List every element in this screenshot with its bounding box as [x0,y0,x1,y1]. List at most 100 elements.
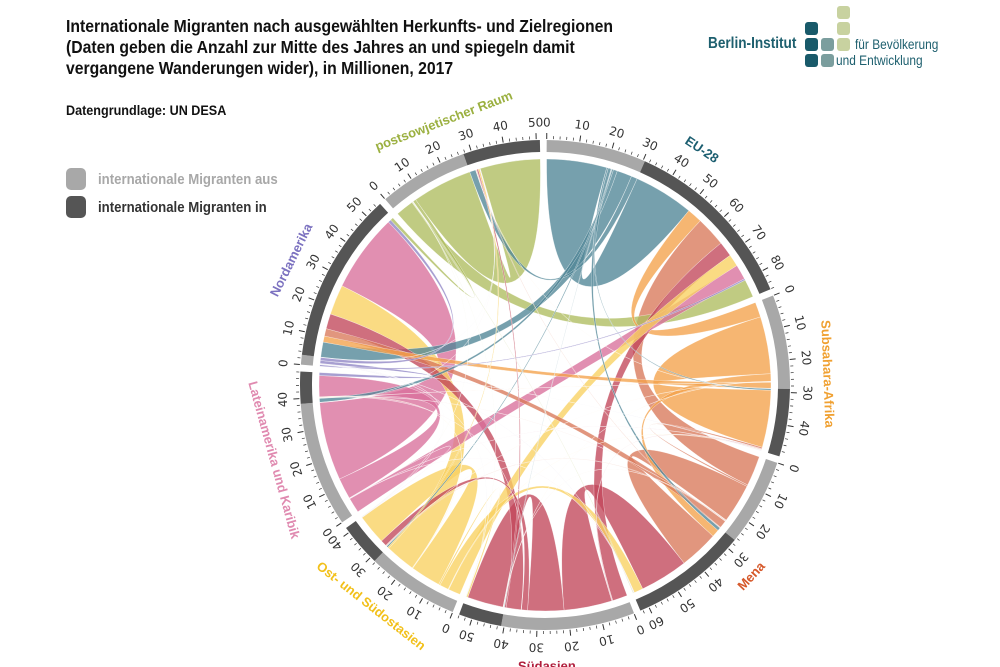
tick [403,179,406,183]
tick [368,208,372,212]
tick [741,533,744,536]
tick [398,583,401,587]
tick [719,209,723,213]
tick [683,587,686,591]
tick [483,623,485,627]
tick-label: 30 [640,135,660,154]
tick [489,624,492,628]
tick-label: 10 [280,319,297,337]
logo-square [837,22,850,35]
tick [358,547,362,551]
ribbon-5-to-7 [319,168,495,403]
tick [784,438,789,440]
tick [666,168,669,172]
tick [783,444,787,447]
tick [765,493,772,497]
tick [789,358,796,360]
ribbon-3-to-5 [319,396,524,610]
tick [744,527,748,531]
tick-label: 30 [279,426,296,444]
tick [444,156,447,160]
ribbon-4-to-7 [387,168,500,549]
tick [306,463,313,467]
tick [768,487,772,490]
tick-label: 10 [574,117,591,133]
tick [387,575,390,579]
tick-label: 30 [800,385,814,401]
tick [618,147,620,151]
legend-label-out: internationale Migranten aus [98,170,278,188]
arc-out-5 [300,402,353,523]
arc-in-3 [459,603,504,627]
tick [340,237,346,242]
tick [655,162,658,166]
tick [407,173,412,179]
logo-square [805,38,818,51]
tick [308,297,315,301]
tick-label: 50 [528,115,544,130]
tick [783,324,790,328]
tick-label: 10 [300,492,319,512]
arc-in-6 [301,203,389,357]
legend-swatch-in [66,196,86,218]
tick [450,154,453,158]
tick [387,191,390,195]
ribbon-7-to-3 [412,201,496,597]
tick [660,601,663,605]
tick [689,183,692,187]
tick [390,579,396,585]
tick [419,598,423,604]
tick-label: 50 [677,596,697,616]
ribbon-5-to-1 [349,426,762,500]
tick-label: 40 [796,420,812,437]
ribbon-6-to-4 [319,363,444,518]
arc-out-3 [501,602,635,630]
arc-out-7 [385,153,468,209]
tick [495,140,498,144]
tick [328,262,332,265]
tick [349,537,353,541]
tick-label: 30 [348,559,369,580]
tick [569,629,572,636]
tick [303,324,307,326]
tick-label: 20 [423,138,443,157]
tick [615,620,617,624]
tick [786,338,790,341]
tick-label: 20 [289,285,307,304]
tick [322,266,328,271]
tick [420,168,423,172]
tick [414,594,418,598]
tick [297,431,304,434]
ribbon-2-to-5 [319,396,726,522]
tick [380,193,385,199]
tick-label: 70 [749,222,769,243]
tick [666,598,669,602]
ribbon-0-to-3 [503,168,613,608]
ribbon-6-to-7 [320,168,495,361]
ribbon-2-to-3 [502,469,727,608]
tick [316,286,320,288]
tick [768,280,772,283]
tick [732,224,736,227]
arc-out-6 [300,354,314,366]
tick [773,475,777,478]
tick-label: 20 [607,124,626,142]
tick [319,493,325,498]
tick [624,149,627,153]
tick [463,149,465,153]
tick [457,151,459,155]
tick [785,332,789,334]
tick [736,538,740,541]
tick [468,144,472,151]
tick [437,156,441,163]
tick [637,154,639,158]
tick [611,142,615,149]
tick [589,626,591,630]
tick [737,229,740,232]
tick [321,273,325,276]
tick-label: 60 [726,195,747,216]
tick [775,469,779,471]
ribbon-6-to-6 [320,219,454,364]
